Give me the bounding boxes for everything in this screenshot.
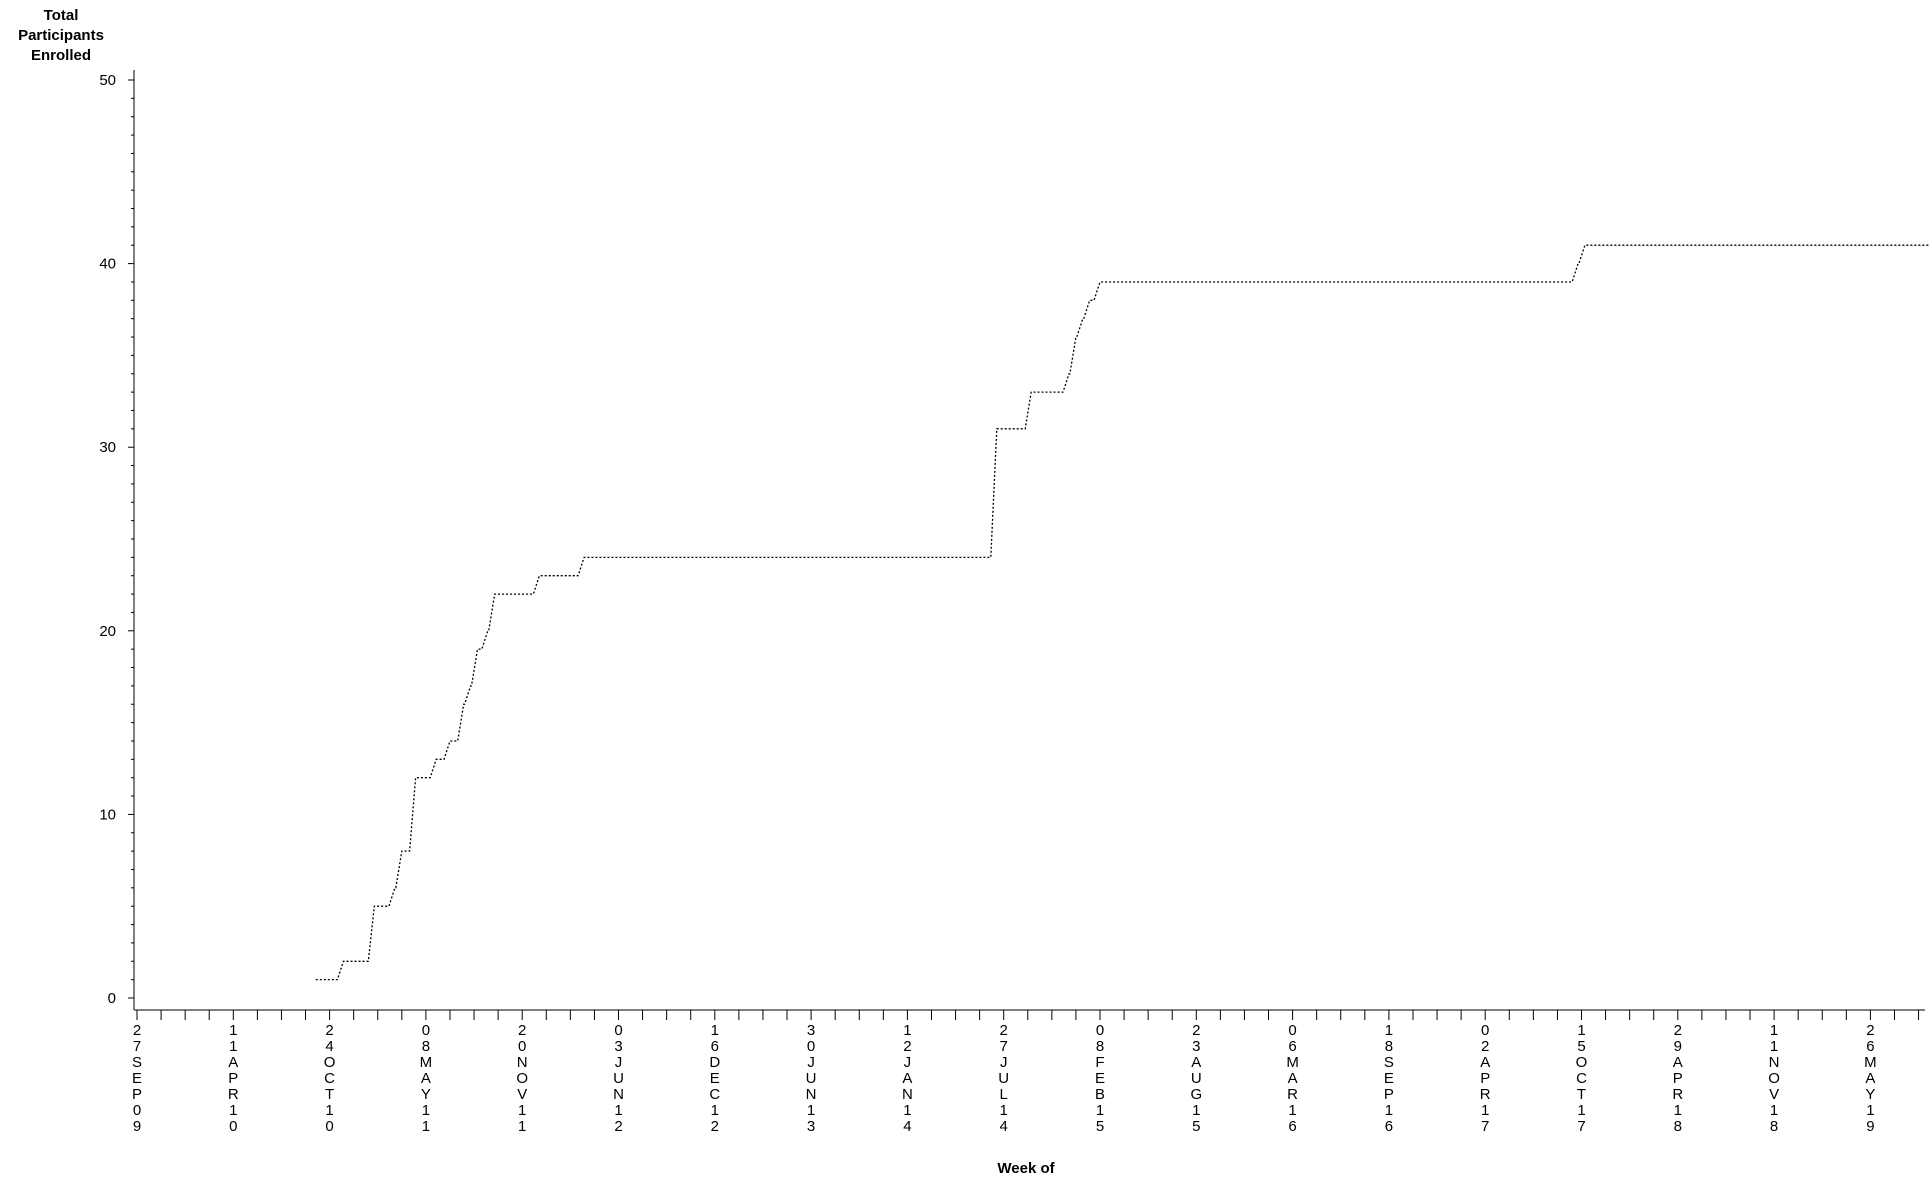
y-tick-label: 0 <box>108 990 116 1007</box>
y-axis-title-line-2: Participants <box>18 27 104 44</box>
y-axis-title: Total Participants Enrolled <box>0 6 122 66</box>
y-axis-title-line-3: Enrolled <box>30 47 91 64</box>
series-group <box>315 244 1929 981</box>
y-tick-label: 50 <box>99 72 116 89</box>
y-axis-title-line-1: Total <box>43 7 79 24</box>
y-tick-label: 30 <box>99 439 116 456</box>
axes: 0 10 20 30 40 50 2 7 S E P 0 9 1 1 A P R 1 0 2 4 O C T 1 0 0 8 M A Y 1 1 2… <box>99 70 1925 1135</box>
y-tick-label: 10 <box>99 806 116 823</box>
series-line-0 <box>315 244 1929 981</box>
y-tick-label: 40 <box>99 256 116 273</box>
y-tick-label: 20 <box>99 623 116 640</box>
x-axis-title: Week of <box>997 1160 1055 1177</box>
